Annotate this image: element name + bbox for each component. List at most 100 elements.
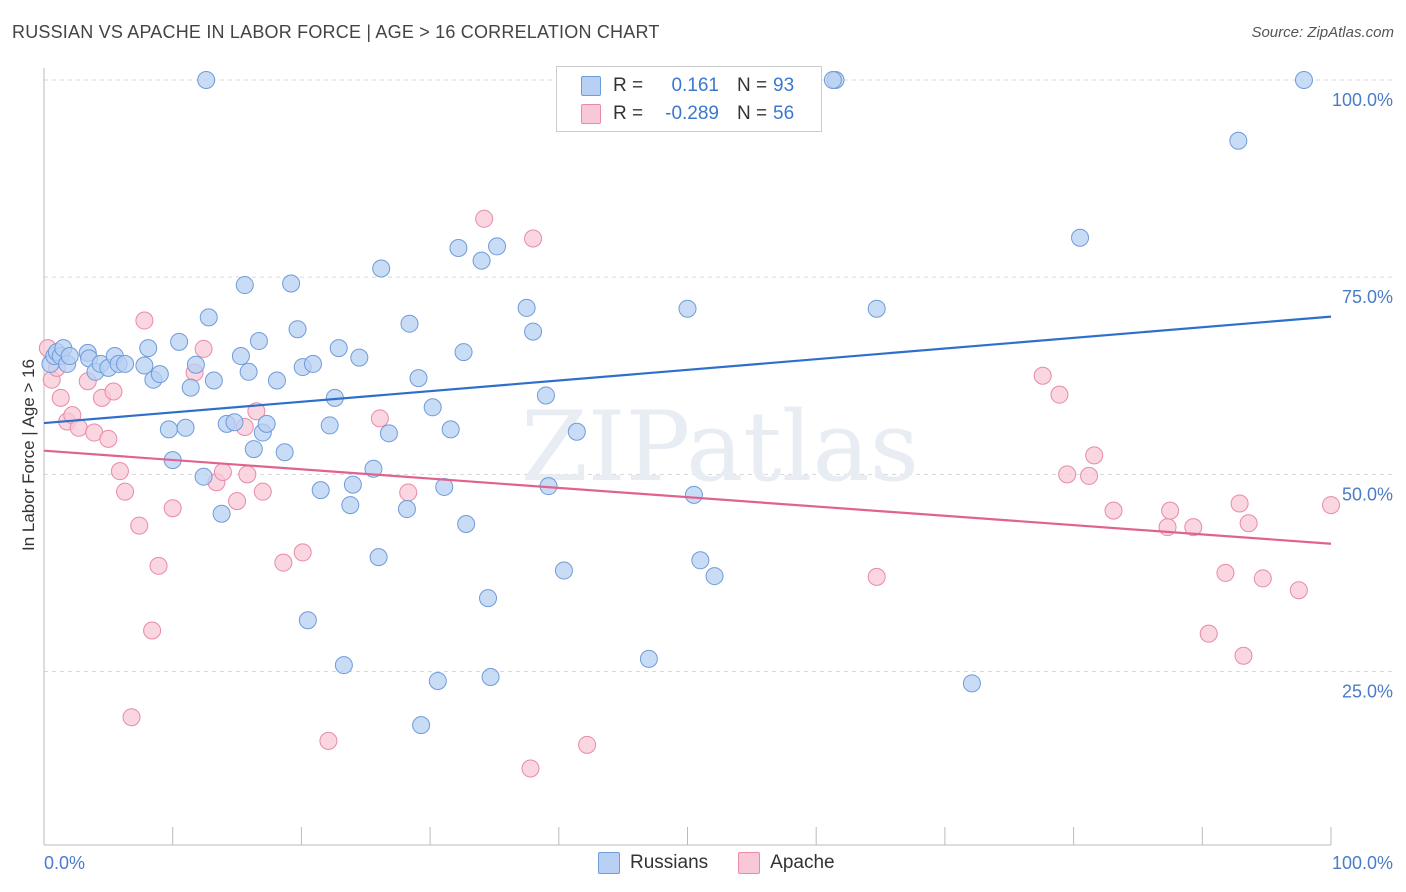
russians-point <box>554 561 573 580</box>
apache-point <box>51 388 70 407</box>
russians-point <box>181 378 200 397</box>
apache-point <box>104 382 123 401</box>
russians-point <box>257 414 276 433</box>
russians-point <box>409 369 428 388</box>
r-value: -0.289 <box>665 103 719 124</box>
russians-point <box>343 475 362 494</box>
russians-point <box>249 332 268 351</box>
russians-point <box>567 422 586 441</box>
r-label: R = <box>613 103 644 124</box>
apache-point <box>1239 514 1258 533</box>
russians-point <box>441 420 460 439</box>
n-label: N = <box>737 75 768 96</box>
apache-point <box>1230 494 1249 513</box>
n-value: 56 <box>773 103 795 124</box>
watermark: ZIPatlas <box>521 391 919 503</box>
russians-trend-line <box>43 315 1332 425</box>
apache-point <box>1184 518 1203 537</box>
apache-point <box>122 708 141 727</box>
n-label: N = <box>737 103 768 124</box>
source-label: Source: ZipAtlas.com <box>1251 24 1394 41</box>
apache-point <box>1058 465 1077 484</box>
russians-point <box>176 418 195 437</box>
russians-point <box>159 420 178 439</box>
russians-point <box>186 355 205 374</box>
apache-point <box>1080 466 1099 485</box>
russians-point <box>350 348 369 367</box>
russians-point <box>116 354 135 373</box>
n-value: 93 <box>773 75 795 96</box>
russians-point <box>135 356 154 375</box>
russians-point <box>488 237 507 256</box>
russians-point <box>225 413 244 432</box>
apache-point <box>99 429 118 448</box>
x-tick-label: 0.0% <box>44 853 85 873</box>
apache-point <box>149 556 168 575</box>
russians-point <box>199 308 218 327</box>
r-label: R = <box>613 75 644 96</box>
legend-item-apache: Apache <box>738 852 835 874</box>
russians-point <box>298 611 317 630</box>
russians-point <box>705 567 724 586</box>
correlation-legend: R = 0.161 N = 93 R = -0.289 N = 56 <box>556 66 822 132</box>
legend-row-apache: R = -0.289 N = 56 <box>581 101 794 127</box>
tick-labels: 25.0% 50.0% 75.0% 100.0% 0.0% 100.0% <box>44 90 1393 873</box>
russians-point <box>239 362 258 381</box>
russians-point <box>428 671 447 690</box>
apache-point <box>238 465 257 484</box>
russians-point <box>412 716 431 735</box>
apache-point <box>116 482 135 501</box>
russians-point <box>60 347 79 366</box>
russians-point <box>235 276 254 295</box>
russians-point <box>303 354 322 373</box>
russians-point <box>472 251 491 270</box>
series-legend: Russians Apache <box>598 852 865 874</box>
y-tick-label: 100.0% <box>1332 90 1393 110</box>
russians-point <box>194 467 213 486</box>
apache-point <box>143 621 162 640</box>
russians-point <box>517 298 536 317</box>
russians-point <box>435 477 454 496</box>
russians-point <box>479 589 498 608</box>
y-tick-label: 75.0% <box>1342 287 1393 307</box>
apache-point <box>399 483 418 502</box>
russians-point <box>329 339 348 358</box>
apache-point <box>524 229 543 248</box>
russians-point <box>170 332 189 351</box>
russians-point <box>275 443 294 462</box>
apache-point <box>1199 624 1218 643</box>
apache-point <box>370 409 389 428</box>
russians-point <box>197 71 216 89</box>
y-axis-label: In Labor Force | Age > 16 <box>19 359 38 551</box>
apache-point <box>110 462 129 481</box>
apache-point <box>1104 501 1123 520</box>
apache-point <box>274 553 293 572</box>
chart-title: RUSSIAN VS APACHE IN LABOR FORCE | AGE >… <box>12 22 660 42</box>
russians-point <box>536 386 555 405</box>
legend-label-russians: Russians <box>630 852 709 873</box>
legend-item-russians: Russians <box>598 852 708 874</box>
apache-point <box>1253 569 1272 588</box>
russians-point <box>1294 71 1313 89</box>
russians-point <box>288 320 307 339</box>
russians-point <box>684 485 703 504</box>
apache-point <box>293 543 312 562</box>
russians-point <box>1229 131 1248 150</box>
apache-point <box>228 492 247 511</box>
apache-point <box>578 735 597 754</box>
russians-point <box>524 322 543 341</box>
russians-point <box>457 515 476 534</box>
russians-point <box>639 649 658 668</box>
apache-point <box>1085 446 1104 465</box>
russians-swatch <box>581 76 601 96</box>
russians-point <box>691 551 710 570</box>
russians-point <box>369 548 388 567</box>
apache-point <box>319 731 338 750</box>
apache-point <box>213 462 232 481</box>
apache-point <box>247 402 266 421</box>
apache-point <box>1161 501 1180 520</box>
apache-point <box>1033 366 1052 385</box>
apache-point <box>1216 563 1235 582</box>
apache-swatch <box>738 852 761 874</box>
